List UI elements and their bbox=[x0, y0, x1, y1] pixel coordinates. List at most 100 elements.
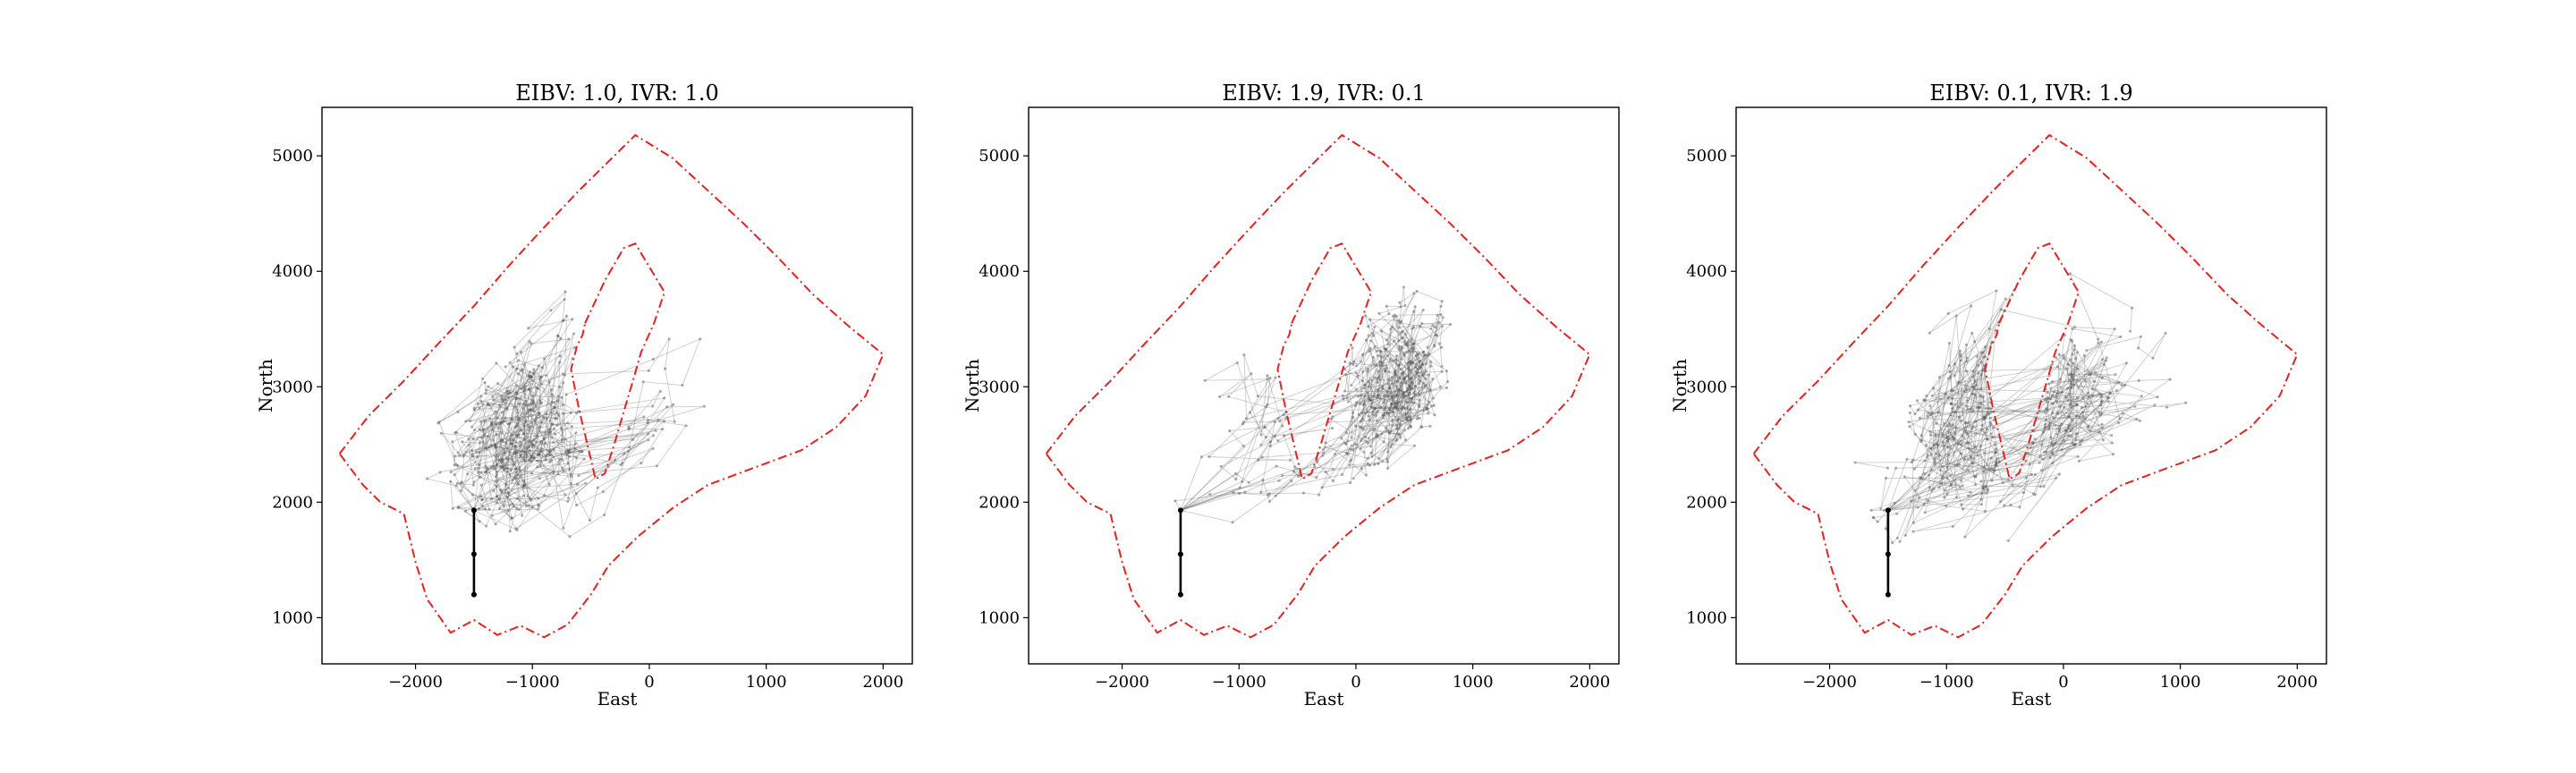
trajectory-point bbox=[543, 442, 547, 446]
trajectory-point bbox=[2040, 443, 2044, 446]
trajectory-point bbox=[1395, 407, 1399, 411]
trajectory-point bbox=[1218, 395, 1222, 399]
trajectory-point bbox=[1981, 369, 1985, 372]
trajectory-point bbox=[2049, 436, 2053, 439]
trajectory-point bbox=[534, 419, 538, 422]
trajectory-point bbox=[2079, 439, 2082, 443]
trajectory-point bbox=[2057, 390, 2061, 394]
trajectory-point bbox=[490, 444, 494, 447]
trajectory-point bbox=[1992, 426, 1996, 429]
trajectory-point bbox=[1331, 479, 1335, 483]
trajectory-point bbox=[2087, 424, 2090, 428]
trajectory-point bbox=[530, 460, 533, 463]
trajectory-point bbox=[1987, 407, 1990, 411]
trajectory-point bbox=[459, 481, 462, 485]
trajectory-point bbox=[538, 412, 541, 415]
trajectory-point bbox=[1375, 419, 1378, 423]
trajectory-point bbox=[1369, 339, 1373, 343]
trajectory-point bbox=[1381, 459, 1385, 463]
trajectory-point bbox=[1397, 387, 1401, 392]
trajectory-point bbox=[1369, 405, 1373, 409]
trajectory-point bbox=[1977, 405, 1981, 409]
trajectory-point bbox=[2024, 459, 2028, 463]
trajectory-point bbox=[1235, 361, 1239, 365]
trajectory-point bbox=[548, 460, 552, 464]
trajectory-point bbox=[555, 334, 560, 337]
trajectory-point bbox=[1915, 399, 1919, 403]
trajectory-point bbox=[1959, 354, 1962, 358]
trajectory-point bbox=[1374, 407, 1377, 411]
trajectory-point bbox=[535, 386, 538, 390]
trajectory-point bbox=[1324, 471, 1327, 474]
trajectory-point bbox=[1422, 409, 1426, 412]
trajectory-point bbox=[1238, 486, 1241, 489]
trajectory-point bbox=[1959, 443, 1962, 446]
trajectory-point bbox=[2117, 420, 2121, 425]
trajectory-point bbox=[665, 405, 669, 409]
trajectory-point bbox=[1406, 427, 1410, 430]
trajectory-point bbox=[530, 376, 534, 379]
trajectory-point bbox=[462, 454, 465, 458]
trajectory-point bbox=[2060, 390, 2064, 394]
trajectory-point bbox=[1395, 379, 1399, 383]
trajectory-point bbox=[539, 382, 543, 386]
y-tick-label: 4000 bbox=[1686, 262, 1727, 281]
trajectory-point bbox=[505, 496, 509, 499]
trajectory-point bbox=[564, 493, 567, 497]
y-tick-label: 2000 bbox=[272, 493, 313, 512]
trajectory-point bbox=[2110, 441, 2114, 445]
trajectory-point bbox=[490, 514, 494, 518]
trajectory-point bbox=[1445, 386, 1449, 389]
trajectory-point bbox=[1945, 492, 1949, 497]
trajectory-point bbox=[1979, 480, 1983, 483]
trajectory-point bbox=[1405, 344, 1409, 347]
trajectory-point bbox=[2047, 374, 2051, 378]
trajectory-point bbox=[1410, 396, 1413, 400]
trajectory-point bbox=[1946, 429, 1950, 433]
trajectory-point bbox=[1968, 441, 1971, 445]
trajectory-point bbox=[1406, 388, 1410, 392]
trajectory-point bbox=[1389, 445, 1393, 448]
trajectory-point bbox=[1947, 364, 1951, 368]
trajectory-point bbox=[1259, 433, 1263, 437]
trajectory-point bbox=[499, 438, 503, 443]
trajectory-point bbox=[2070, 386, 2073, 389]
trajectory-point bbox=[2069, 429, 2072, 433]
trajectory-point bbox=[1963, 535, 1967, 539]
trajectory-point bbox=[1262, 426, 1266, 429]
trajectory-point bbox=[2033, 437, 2037, 441]
y-tick-label: 3000 bbox=[979, 378, 1020, 396]
trajectory-point bbox=[1872, 516, 1876, 520]
trajectory-point bbox=[1364, 439, 1368, 443]
trajectory-point bbox=[1369, 451, 1373, 454]
trajectory-point bbox=[1389, 429, 1393, 433]
trajectory-point bbox=[1372, 395, 1376, 399]
trajectory-point bbox=[1928, 331, 1931, 335]
trajectory-point bbox=[651, 357, 655, 361]
trajectory-point bbox=[2072, 348, 2076, 352]
trajectory-point bbox=[1413, 342, 1417, 345]
trajectory-point bbox=[1295, 467, 1299, 471]
trajectory-point bbox=[1393, 370, 1396, 374]
trajectory-point bbox=[2081, 396, 2085, 400]
trajectory-point bbox=[552, 447, 555, 451]
trajectory-point bbox=[500, 397, 504, 401]
trajectory-point bbox=[1364, 338, 1368, 342]
trajectory-point bbox=[2045, 450, 2048, 454]
trajectory-point bbox=[2060, 422, 2063, 426]
trajectory-point bbox=[1355, 364, 1359, 368]
trajectory-point bbox=[2129, 329, 2132, 333]
trajectory-point bbox=[522, 363, 526, 367]
trajectory-point bbox=[1942, 444, 1945, 447]
trajectory-path bbox=[461, 333, 675, 511]
trajectory-point bbox=[1243, 490, 1247, 494]
trajectory-point bbox=[1972, 386, 1976, 389]
subplot-2-x-axis-label: East bbox=[1304, 688, 1344, 709]
trajectory-point bbox=[1946, 446, 1950, 449]
trajectory-point bbox=[2076, 395, 2080, 399]
trajectory-point bbox=[1981, 485, 1985, 489]
start-path-point bbox=[1885, 591, 1891, 598]
trajectory-point bbox=[2099, 340, 2104, 344]
trajectory-point bbox=[461, 440, 464, 444]
